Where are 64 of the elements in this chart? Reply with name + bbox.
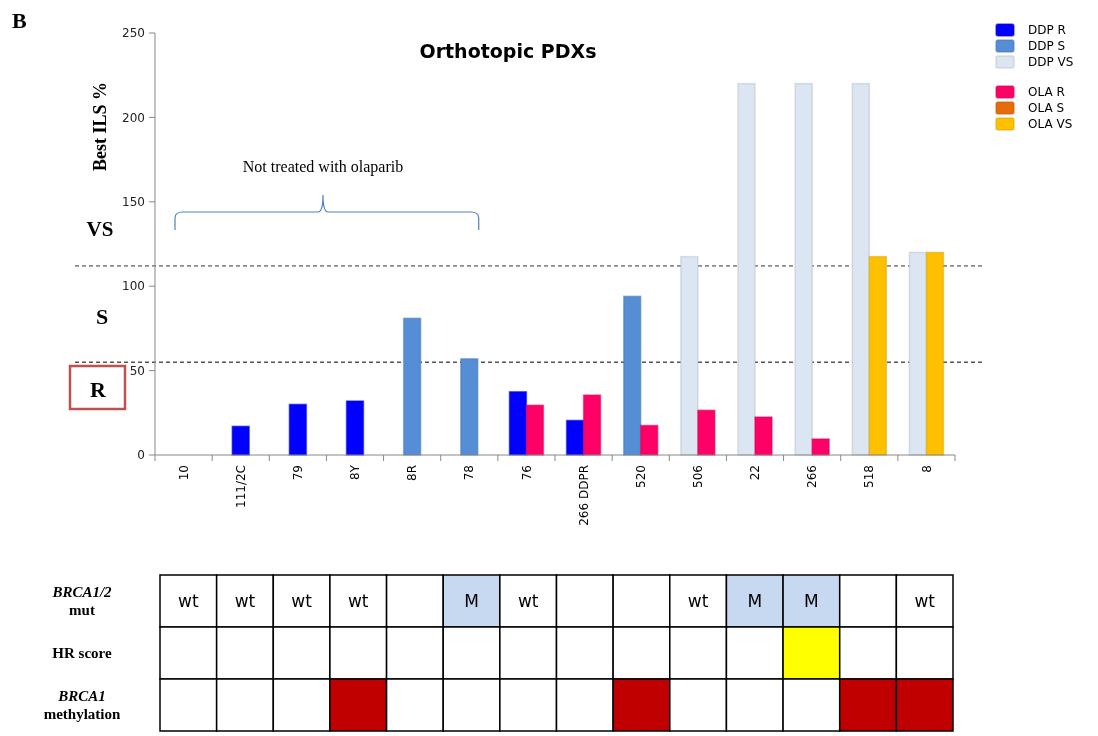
x-tick-label: 76 (519, 465, 534, 481)
x-tick-label: 266 DDPR (576, 465, 591, 526)
x-tick-label: 266 (805, 465, 820, 488)
text: wt (347, 590, 369, 611)
y-tick-label: BRCA1/2 mut (51, 584, 113, 619)
text: wt (291, 590, 312, 611)
bar (737, 82, 756, 456)
text: wt (517, 590, 539, 611)
text: wt (178, 590, 199, 611)
bar (697, 409, 716, 456)
text: VS (86, 217, 114, 241)
bar (908, 251, 928, 456)
y-tick-label: 150 (122, 195, 145, 209)
x-tick-label: 8Y (348, 464, 363, 480)
x-tick-label: 111/2C (233, 465, 248, 508)
bar (460, 358, 479, 456)
bar (345, 400, 365, 456)
x-tick-label: 506 (691, 465, 706, 488)
text: M (747, 590, 763, 611)
y-tick-label: HR score (52, 645, 112, 662)
bar (851, 82, 871, 456)
text: wt (687, 590, 709, 611)
bar (582, 394, 602, 456)
bar (925, 251, 945, 456)
y-axis-title: Best ILS % (90, 81, 110, 172)
text: B (12, 8, 27, 33)
text: M (464, 590, 479, 611)
y-tick-label: 200 (122, 110, 145, 125)
x-tick-label: 8R (405, 465, 420, 481)
legend-label: OLA S (1028, 101, 1065, 116)
y-tick-label: BRCA1 methylation (43, 688, 121, 723)
text: wt (234, 590, 256, 611)
bar (525, 404, 545, 456)
bar (402, 317, 422, 456)
text: S (95, 304, 109, 329)
bar (288, 403, 308, 456)
legend-label: DDP VS (1028, 55, 1074, 70)
x-tick-label: 518 (862, 465, 877, 488)
legend-label: OLA R (1028, 85, 1065, 100)
x-tick-label: 10 (176, 465, 191, 481)
legend-label: DDP R (1028, 23, 1066, 38)
bar (811, 438, 830, 456)
y-tick-label: 250 (122, 26, 145, 41)
legend-label: DDP S (1028, 39, 1066, 54)
x-tick-label: 78 (462, 465, 477, 481)
bar (231, 425, 250, 456)
x-tick-label: 79 (291, 465, 306, 481)
text: M (804, 590, 819, 611)
y-tick-label: 100 (122, 279, 145, 294)
legend-label: OLA VS (1028, 117, 1073, 132)
x-tick-label: 8 (919, 465, 934, 473)
bar (639, 424, 659, 456)
x-tick-label: 520 (633, 465, 648, 488)
bar (868, 255, 888, 456)
text: R (90, 377, 108, 402)
bar (754, 416, 773, 456)
text: wt (914, 590, 935, 611)
y-tick-label: 50 (129, 363, 145, 378)
annotation: Not treated with olaparib (242, 158, 404, 176)
y-tick-label: 0 (137, 448, 145, 463)
bar (680, 255, 699, 456)
x-tick-label: 22 (748, 465, 763, 481)
chart-title: Orthotopic PDXs (419, 40, 597, 62)
bar (794, 82, 813, 456)
